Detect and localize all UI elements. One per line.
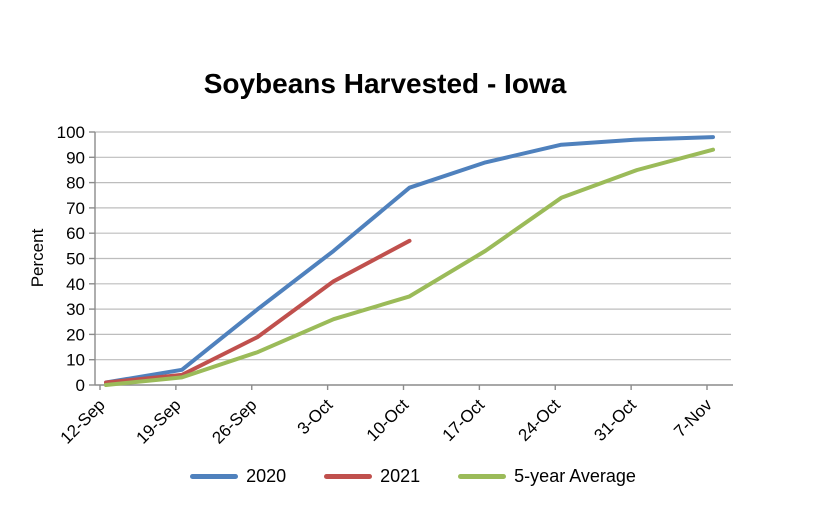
- legend-swatch-2021: [324, 474, 373, 479]
- y-tick-label: 80: [66, 174, 85, 193]
- y-tick-label: 0: [76, 376, 85, 395]
- legend-label-2020: 2020: [246, 466, 287, 486]
- legend-swatch-5-year-average: [458, 474, 507, 479]
- x-tick-label: 12-Sep: [57, 395, 109, 447]
- series-line-2021: [104, 238, 412, 385]
- legend-label-2021: 2021: [380, 466, 421, 486]
- x-tick-label: 24-Oct: [515, 395, 565, 445]
- legend-item-2020: 2020: [190, 466, 286, 487]
- legend-label-5-year-average: 5-year Average: [514, 466, 636, 486]
- x-tick-label: 31-Oct: [590, 395, 640, 445]
- legend-item-5-year-average: 5-year Average: [458, 466, 636, 487]
- x-tick-label: 3-Oct: [294, 395, 337, 438]
- series-line-2020: [104, 135, 715, 385]
- y-tick-label: 70: [66, 199, 85, 218]
- y-tick-label: 50: [66, 250, 85, 269]
- chart-title: Soybeans Harvested - Iowa: [203, 68, 567, 99]
- y-tick-label: 90: [66, 148, 85, 167]
- legend-swatch-2020: [190, 474, 239, 479]
- y-tick-label: 30: [66, 300, 85, 319]
- legend: 2020 2021 5-year Average: [95, 466, 731, 487]
- y-tick-label: 100: [57, 123, 85, 142]
- series-line-5-year-average: [104, 147, 715, 387]
- plot-area: 0 10 20 30 40 50 60 70 80 90 100 12-Sep 19-Sep 26-Sep…: [57, 123, 733, 448]
- x-tick-label: 10-Oct: [363, 395, 413, 445]
- x-tick-label: 17-Oct: [439, 395, 489, 445]
- y-tick-label: 10: [66, 351, 85, 370]
- x-tick-label: 7-Nov: [670, 395, 716, 441]
- y-tick-label: 20: [66, 325, 85, 344]
- x-tick-label: 19-Sep: [132, 395, 184, 447]
- y-tick-label: 40: [66, 275, 85, 294]
- legend-item-2021: 2021: [324, 466, 420, 487]
- y-tick-label: 60: [66, 224, 85, 243]
- x-tick-label: 26-Sep: [208, 395, 260, 447]
